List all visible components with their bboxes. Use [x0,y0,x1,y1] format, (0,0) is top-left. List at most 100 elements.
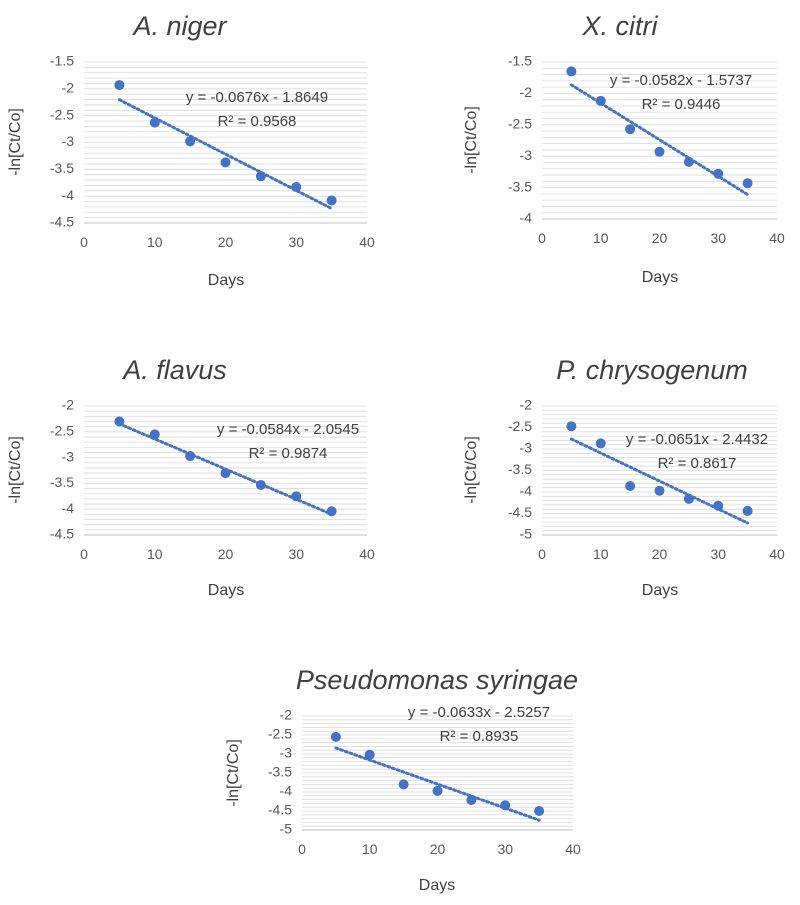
data-point [534,806,545,816]
y-tick-label: -3.5 [508,178,532,194]
data-point [654,485,665,496]
y-tick-label: -3 [62,133,75,149]
data-point [114,80,125,91]
data-point [291,182,302,193]
x-tick-label: 40 [359,234,375,250]
x-tick-label: 0 [538,546,546,562]
y-axis-title: -ln[Ct/Co] [463,106,480,174]
trendline-equation: y = -0.0582x - 1.5737 [610,72,752,89]
x-tick-label: 20 [652,230,668,246]
x-tick-label: 20 [430,841,446,857]
y-axis-title: -ln[Ct/Co] [463,436,480,504]
y-tick-label: -2 [62,80,75,96]
chart-panel-5: Pseudomonas syringae-2 -2.5 -3 -3.5 -4 -4.5 -5… [225,665,581,894]
x-tick-label: 10 [147,546,163,562]
data-point [713,500,724,511]
data-point [220,157,231,168]
data-point [683,156,694,167]
y-tick-label: -4.5 [50,214,74,230]
data-point [683,493,694,504]
trendline-equation: y = -0.0651x - 2.4432 [626,431,768,448]
x-tick-label: 40 [769,230,785,246]
data-point [595,95,606,106]
y-tick-label: -1.5 [50,53,74,69]
x-tick-label: 20 [218,546,234,562]
x-tick-label: 0 [80,234,88,250]
y-tick-label: -4 [280,783,293,799]
chart-title: P. chrysogenum [556,355,748,385]
r-squared-label: R² = 0.8617 [658,455,737,472]
data-point [149,117,160,128]
y-tick-label: -1.5 [508,53,532,69]
y-tick-label: -2.5 [50,106,74,122]
y-tick-label: -2 [280,707,293,723]
x-axis-title: Days [208,582,244,599]
x-tick-label: 30 [288,546,304,562]
r-squared-label: R² = 0.9874 [249,445,328,462]
x-axis-title: Days [642,582,678,599]
data-point [566,421,577,432]
x-tick-label: 30 [288,234,304,250]
data-point [255,171,266,182]
x-tick-label: 20 [652,546,668,562]
x-tick-label: 0 [538,230,546,246]
y-tick-label: -4 [520,483,533,499]
y-axis-title: -ln[Ct/Co] [225,739,242,807]
y-tick-label: -4 [62,500,75,516]
data-point [185,451,196,462]
data-point [185,136,196,147]
chart-title: A. flavus [121,355,227,385]
x-tick-label: 30 [497,841,513,857]
y-tick-label: -3 [62,448,75,464]
y-tick-label: -2 [62,397,75,413]
y-tick-label: -3.5 [50,160,74,176]
y-tick-label: -2.5 [50,423,74,439]
y-tick-label: -2 [520,84,533,100]
chart-title: Pseudomonas syringae [296,665,578,695]
y-tick-label: -4 [520,210,533,226]
x-tick-label: 10 [593,230,609,246]
data-point [149,429,160,440]
chart-panel-3: A. flavus -2 -2.5 -3 -3.5 -4 -4.5 0 10 20 30 40 Days… [7,355,375,599]
r-squared-label: R² = 0.9446 [642,96,721,113]
data-point [114,416,125,427]
trendline-equation: y = -0.0584x - 2.0545 [217,421,359,438]
y-tick-label: -5 [280,821,293,837]
data-point [625,124,636,135]
trendline-equation: y = -0.0633x - 2.5257 [408,704,550,721]
y-tick-label: -2 [520,397,533,413]
y-tick-label: -4.5 [508,504,532,520]
data-point [432,785,443,796]
data-point [255,479,266,490]
x-axis-title: Days [419,877,455,894]
trendline-equation: y = -0.0676x - 1.8649 [186,89,328,106]
chart-title: A. niger [131,11,227,41]
data-point [566,66,577,77]
r-squared-label: R² = 0.9568 [218,113,297,130]
chart-panel-1: A. niger -1.5 -2 -2.5 -3 -3.5 -4 -4.5 0 10 20 30 40 D… [7,11,375,289]
chart-panel-2: X. citri -1.5 -2 -2.5 -3 -3.5 -4 0 10 20 30 40 Days -… [463,11,785,286]
x-axis-title: Days [642,269,678,286]
chart-panel-4: P. chrysogenum -2 -2.5 -3 -3.5 -4 -4.5 -5 0 10 20 3… [463,355,785,599]
x-tick-label: 40 [769,546,785,562]
r-squared-label: R² = 0.8935 [440,728,519,745]
y-axis-title: -ln[Ct/Co] [7,436,24,504]
data-point [713,168,724,179]
y-tick-label: -2.5 [508,418,532,434]
data-point [595,438,606,449]
x-tick-label: 10 [593,546,609,562]
data-point [291,491,302,502]
y-tick-label: -3.5 [268,764,292,780]
data-point [326,195,337,206]
data-point [326,506,337,517]
x-tick-label: 20 [218,234,234,250]
x-tick-label: 0 [80,546,88,562]
data-point [742,178,753,189]
data-point [398,779,409,790]
y-tick-label: -4.5 [268,802,292,818]
x-tick-label: 40 [565,841,581,857]
x-tick-label: 40 [359,546,375,562]
x-tick-label: 10 [147,234,163,250]
y-tick-label: -2.5 [508,116,532,132]
x-tick-label: 30 [710,546,726,562]
